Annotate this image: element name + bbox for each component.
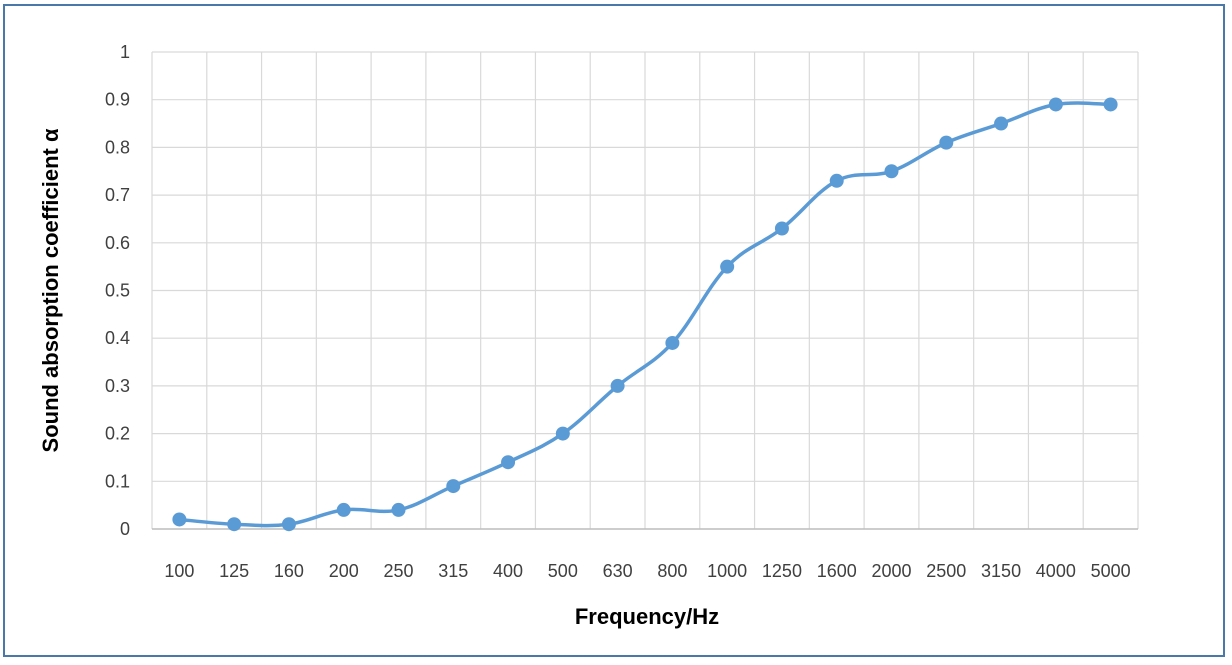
x-tick-label: 200 [329,561,359,581]
data-point [1048,97,1063,112]
data-point [939,135,954,150]
x-tick-label: 125 [219,561,249,581]
data-point [555,426,570,441]
data-point [994,116,1009,131]
data-point [720,259,735,274]
x-tick-label: 3150 [981,561,1021,581]
series-layer [172,97,1118,532]
x-tick-label: 250 [383,561,413,581]
x-tick-label: 1600 [817,561,857,581]
x-tick-label: 315 [438,561,468,581]
x-tick-label: 1250 [762,561,802,581]
x-tick-label: 400 [493,561,523,581]
y-tick-labels: 0 0.1 0.2 0.3 0.4 0.5 0.6 0.7 0.8 0.9 1 [105,42,130,539]
x-tick-label: 630 [603,561,633,581]
data-point [172,512,187,527]
x-tick-labels: 100 125 160 200 250 315 400 500 630 800 1000 1250 16… [164,561,1130,581]
data-point [829,173,844,188]
x-tick-label: 160 [274,561,304,581]
data-point [391,502,406,517]
y-tick-label: 0.1 [105,471,130,491]
x-tick-label: 5000 [1091,561,1131,581]
data-point [281,517,296,532]
data-point [610,378,625,393]
y-tick-label: 0.7 [105,185,130,205]
y-tick-label: 0.6 [105,233,130,253]
x-tick-label: 500 [548,561,578,581]
x-tick-label: 2500 [926,561,966,581]
x-tick-label: 100 [164,561,194,581]
data-point [227,517,242,532]
y-tick-label: 0.5 [105,281,130,301]
x-tick-label: 4000 [1036,561,1076,581]
y-tick-label: 1 [120,42,130,62]
data-point [774,221,789,236]
x-axis-title: Frequency/Hz [575,604,719,629]
y-tick-label: 0.8 [105,137,130,157]
data-point [336,502,351,517]
x-tick-label: 1000 [707,561,747,581]
y-tick-label: 0.9 [105,90,130,110]
y-tick-label: 0.4 [105,328,130,348]
data-point [501,455,516,470]
data-point [446,479,461,494]
data-point [665,335,680,350]
y-tick-label: 0 [120,519,130,539]
y-tick-label: 0.3 [105,376,130,396]
x-tick-label: 2000 [871,561,911,581]
y-axis-title: Sound absorption coefficient α [38,128,63,452]
y-tick-label: 0.2 [105,424,130,444]
data-point [1103,97,1118,112]
data-point [884,164,899,179]
grid-lines [151,51,1139,530]
x-tick-label: 800 [657,561,687,581]
